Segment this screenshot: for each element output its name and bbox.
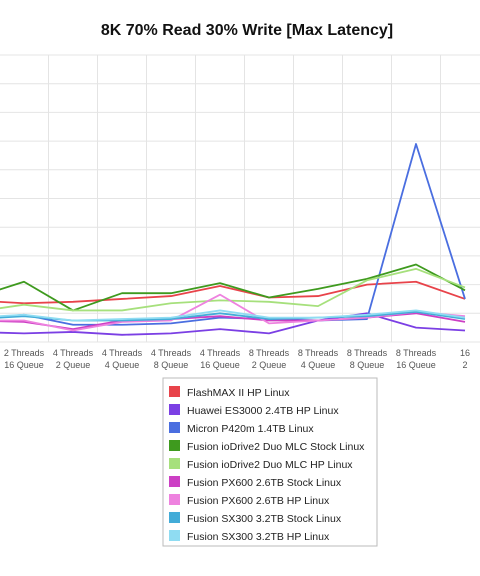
legend-swatch [169,494,180,505]
x-tick-queue: 4 Queue [301,360,336,370]
x-tick-queue: 8 Queue [350,360,385,370]
x-tick-queue: 2 [462,360,467,370]
legend-label: Fusion ioDrive2 Duo MLC Stock Linux [187,441,365,453]
legend-box [162,377,378,547]
legend-label: Fusion SX300 3.2TB Stock Linux [187,513,342,525]
x-tick-threads: 4 Threads [151,348,192,358]
legend-swatch [169,458,180,469]
x-tick-threads: 4 Threads [200,348,241,358]
x-tick-queue: 8 Queue [154,360,189,370]
legend-swatch [169,440,180,451]
legend-label: Huawei ES3000 2.4TB HP Linux [187,405,339,417]
x-tick-threads: 8 Threads [298,348,339,358]
legend-swatch [169,530,180,541]
series-line-3 [0,143,466,326]
x-tick-queue: 16 Queue [200,360,240,370]
x-tick-threads: 8 Threads [249,348,290,358]
series-line-9 [0,309,466,322]
legend-swatch [169,512,180,523]
legend-label: Fusion PX600 2.6TB HP Linux [187,495,330,507]
x-tick-queue: 16 Queue [4,360,44,370]
series-line-1 [0,280,466,305]
x-tick-threads: 16 [460,348,470,358]
x-tick-threads: 8 Threads [347,348,388,358]
series-lines [0,143,466,336]
legend-swatch [169,386,180,397]
x-tick-threads: 4 Threads [102,348,143,358]
series-line-2 [0,312,466,336]
legend: FlashMAX II HP Linux Huawei ES3000 2.4TB … [162,377,378,547]
legend-label: FlashMAX II HP Linux [187,387,290,399]
legend-label: Fusion ioDrive2 Duo MLC HP Linux [187,459,353,471]
legend-swatch [169,476,180,487]
x-tick-queue: 16 Queue [396,360,436,370]
legend-label: Fusion SX300 3.2TB HP Linux [187,531,330,543]
x-tick-queue: 4 Queue [105,360,140,370]
gridlines [0,54,480,343]
series-line-4 [0,263,466,312]
series-line-5 [0,267,466,312]
legend-label: Micron P420m 1.4TB Linux [187,423,314,435]
series-line-7 [0,293,466,332]
x-tick-threads: 4 Threads [53,348,94,358]
x-tick-threads: 2 Threads [4,348,45,358]
x-tick-queue: 2 Queue [252,360,287,370]
legend-swatch [169,422,180,433]
legend-label: Fusion PX600 2.6TB Stock Linux [187,477,342,489]
x-tick-queue: 2 Queue [56,360,91,370]
legend-swatch [169,404,180,415]
x-tick-threads: 8 Threads [396,348,437,358]
chart-title: 8K 70% Read 30% Write [Max Latency] [101,22,393,39]
